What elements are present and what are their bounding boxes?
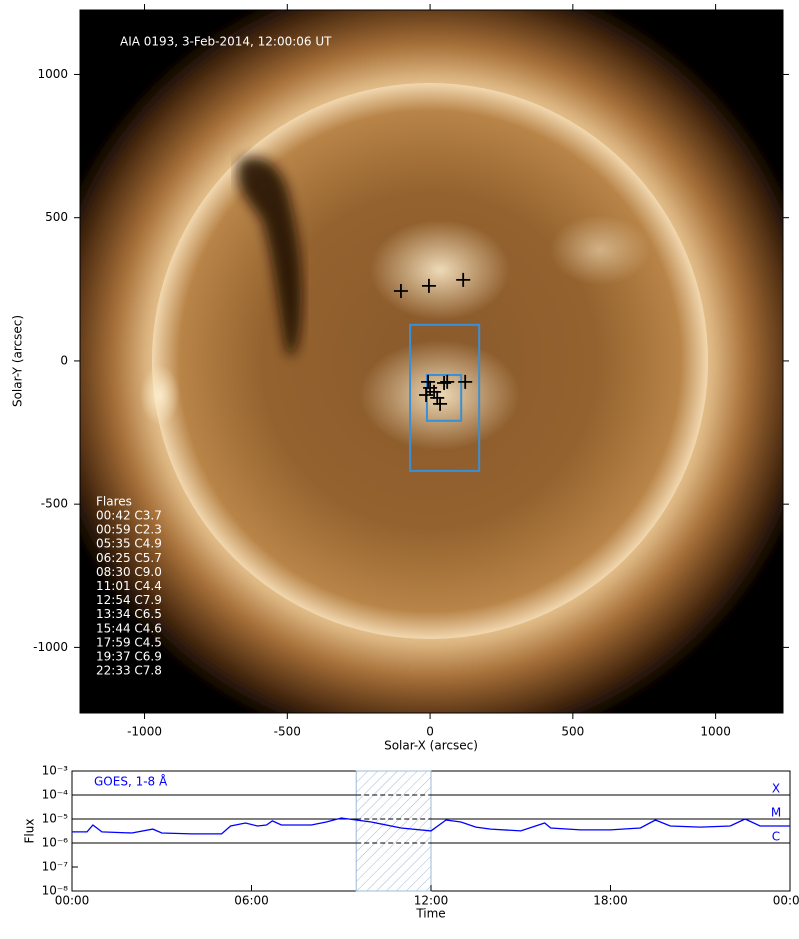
flare-marker <box>430 390 445 405</box>
flare-marker <box>458 374 473 389</box>
y-tick-label: 10⁻⁸ <box>42 884 69 898</box>
y-tick-label: 10⁻³ <box>42 764 69 778</box>
y-axis-label: Flux <box>23 819 37 844</box>
flare-marker <box>456 272 471 287</box>
y-tick-label: -1000 <box>33 640 68 654</box>
flare-list-title: Flares <box>96 495 132 509</box>
flare-marker <box>421 278 436 293</box>
flux-line <box>72 817 790 835</box>
image-title: AIA 0193, 3-Feb-2014, 12:00:06 UT <box>120 35 332 49</box>
flare-entry: 06:25 C5.7 <box>96 551 162 565</box>
y-tick-label: 10⁻⁴ <box>42 788 69 802</box>
y-tick-label: 10⁻⁵ <box>42 812 69 826</box>
y-tick-label: 500 <box>45 210 68 224</box>
active-region <box>550 215 650 285</box>
active-region <box>360 340 520 450</box>
flare-marker <box>419 388 434 403</box>
x-tick-label: 12:00 <box>414 894 449 908</box>
y-tick-label: 0 <box>60 353 68 367</box>
x-tick-label: 00:00 <box>55 894 90 908</box>
flare-marker <box>440 374 455 389</box>
shaded-interval <box>355 770 432 892</box>
level-label: X <box>772 782 780 796</box>
level-label: M <box>771 806 781 820</box>
plot-title: GOES, 1-8 Å <box>94 774 168 789</box>
solar-image <box>80 10 783 713</box>
flare-marker <box>433 396 448 411</box>
level-label: C <box>772 830 780 844</box>
limb-brightening <box>140 365 180 425</box>
flare-entry: 00:42 C3.7 <box>96 509 162 523</box>
flare-entry: 19:37 C6.9 <box>96 650 162 664</box>
flare-entry: 08:30 C9.0 <box>96 565 162 579</box>
flare-entry: 00:59 C2.3 <box>96 523 162 537</box>
x-axis-label: Solar-X (arcsec) <box>384 739 478 753</box>
y-tick-label: 10⁻⁶ <box>42 836 69 850</box>
flare-marker <box>393 284 408 299</box>
x-tick-label: 00:00 <box>773 894 799 908</box>
y-tick-label: 1000 <box>37 67 68 81</box>
x-tick-label: 500 <box>561 725 584 739</box>
flare-entry: 15:44 C4.6 <box>96 621 162 635</box>
coronal-hole <box>237 157 302 357</box>
flare-marker <box>437 375 452 390</box>
flare-marker <box>427 384 442 399</box>
flare-entry: 13:34 C6.5 <box>96 607 162 621</box>
y-tick-label: -500 <box>41 497 68 511</box>
x-axis-label: Time <box>415 907 445 921</box>
region-box <box>409 323 481 472</box>
x-tick-label: 18:00 <box>593 894 628 908</box>
y-tick-label: 10⁻⁷ <box>42 860 69 874</box>
image-frame <box>79 9 784 714</box>
x-tick-label: 0 <box>426 725 434 739</box>
x-tick-label: 1000 <box>700 725 731 739</box>
flare-entry: 05:35 C4.9 <box>96 537 162 551</box>
flare-marker <box>421 374 436 389</box>
x-tick-label: -1000 <box>127 725 162 739</box>
x-tick-label: -500 <box>274 725 301 739</box>
active-region <box>370 220 510 320</box>
flare-entry: 11:01 C4.4 <box>96 579 162 593</box>
x-tick-label: 06:00 <box>234 894 269 908</box>
y-axis-label: Solar-Y (arcsec) <box>11 315 25 407</box>
flare-entry: 22:33 C7.8 <box>96 664 162 678</box>
flare-entry: 17:59 C4.5 <box>96 635 162 649</box>
flare-entry: 12:54 C7.9 <box>96 593 162 607</box>
